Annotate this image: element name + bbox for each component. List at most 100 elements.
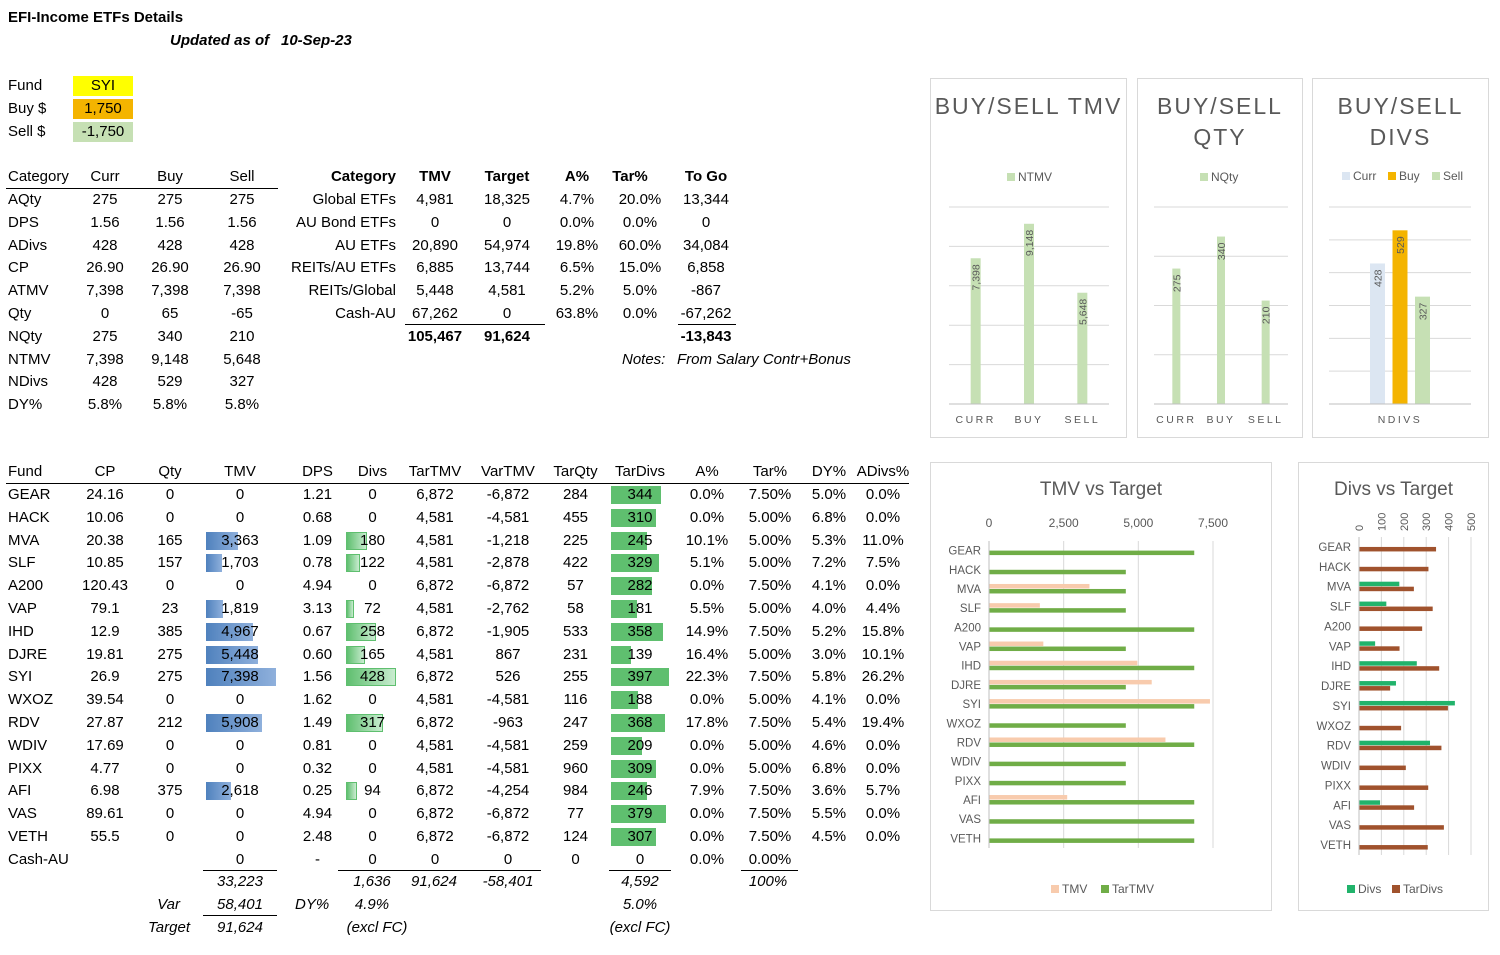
fund-cell: 5.7% [865, 782, 901, 800]
updated-label: Updated as of [170, 32, 270, 49]
fund-cell: 307 [627, 828, 653, 845]
fund-cell: 6.8% [811, 759, 847, 777]
fund-cell: 0.0% [865, 577, 901, 595]
tick-label: 100 [1376, 513, 1388, 531]
fund-cell: -1,218 [486, 531, 530, 549]
fund-cell: 0 [368, 508, 377, 526]
tmv-data-bar [206, 531, 238, 550]
fund-cell: 310 [627, 508, 653, 526]
allocation-cell: -867 [690, 282, 722, 300]
summary-row-label: Qty [8, 305, 32, 322]
summary-row-label: NDivs [8, 373, 48, 391]
fund-cell: 0.0% [865, 736, 901, 754]
allocation-row-label: REITs/Global [308, 282, 396, 300]
fund-cell: 15.8% [861, 622, 905, 640]
fund-cell: 247 [562, 714, 589, 731]
fund-cell: 0 [368, 805, 377, 823]
chart-buysell-tmv: BUY/SELL TMV NTMV CURR BUY SELL 7,398 9,148 5,… [930, 78, 1127, 438]
allocation-cell: 4.7% [559, 191, 595, 208]
fund-cell: -2,878 [486, 554, 530, 572]
fund-cell: 358 [627, 622, 653, 640]
fund-cell: 0.0% [689, 508, 725, 526]
buy-input[interactable]: 1,750 [73, 99, 133, 119]
legend-label: Curr [1353, 169, 1376, 183]
fund-cell: 0 [368, 736, 377, 754]
sell-input[interactable]: -1,750 [73, 122, 133, 142]
category-label: IHD [961, 661, 981, 673]
summary-cell: 65 [161, 305, 179, 322]
bar [989, 780, 1126, 786]
fund-cell: 4.94 [302, 805, 333, 823]
summary-cell: 5.8% [152, 396, 188, 414]
allocation-cell: 0 [502, 305, 512, 322]
fund-cell: 2,618 [221, 782, 259, 800]
fund-cell: 6,872 [416, 714, 454, 731]
legend-label: NTMV [1018, 170, 1052, 184]
bar [1359, 745, 1442, 751]
allocation-cell: 5.0% [622, 282, 658, 300]
summary-header-sell: Sell [229, 168, 255, 185]
fund-cell: 0 [503, 850, 513, 868]
category-label: VAP [959, 642, 981, 654]
fund-cell: 0.60 [302, 645, 333, 663]
data-label: 529 [1395, 236, 1407, 254]
summary-row-label: ATMV [8, 282, 49, 300]
tmv-data-bar [206, 622, 253, 641]
fund-cell: 0 [235, 508, 245, 526]
target-label: Target [148, 919, 190, 936]
category-label: DJRE [951, 680, 981, 692]
category-label: CURR [1156, 414, 1196, 426]
dy-value: 4.9% [354, 896, 390, 913]
buy-label: Buy $ [8, 100, 47, 117]
bar [1024, 223, 1034, 404]
fund-name: IHD [8, 622, 34, 640]
summary-cell: 275 [92, 191, 118, 208]
fund-cell: 4.6% [811, 736, 847, 754]
tardivs-data-bar [611, 508, 656, 527]
fund-cell: 0 [235, 805, 245, 823]
category-label: BUY [1206, 414, 1235, 426]
summary-cell: 7,398 [223, 282, 261, 300]
bar [989, 603, 1040, 608]
fund-cell: 19.81 [86, 645, 124, 663]
funds-header: TarTMV [408, 463, 462, 480]
fund-name: SYI [8, 668, 33, 686]
fund-cell: 0 [571, 850, 580, 868]
summary-cell: 26.90 [223, 259, 261, 277]
summary-row-label: NQty [8, 327, 43, 345]
fund-cell: 5.00% [748, 645, 792, 663]
fund-cell: 4.77 [90, 759, 120, 777]
fund-cell: 0 [165, 759, 175, 777]
fund-cell: 17.69 [86, 736, 124, 754]
category-label: WDIV [1321, 761, 1351, 773]
tick-label: 200 [1399, 513, 1411, 531]
fund-cell: 0 [165, 508, 175, 526]
tardivs-data-bar [611, 691, 638, 710]
category-label: BUY [1014, 414, 1043, 426]
fund-cell: 0 [165, 805, 175, 823]
fund-cell: - [315, 850, 320, 868]
summary-cell: 26.90 [86, 259, 124, 277]
divs-data-bar [346, 600, 354, 618]
fund-cell: 5.00% [748, 531, 792, 549]
bar [989, 660, 1138, 666]
divs-data-bar [346, 782, 357, 801]
fund-cell: 4.1% [811, 691, 847, 709]
fund-cell: 58 [567, 600, 584, 617]
fund-cell: 282 [627, 577, 653, 595]
tardivs-data-bar [611, 805, 666, 824]
fund-cell: 0 [235, 736, 245, 754]
fund-cell: 122 [359, 554, 386, 572]
bar [1172, 268, 1181, 404]
fund-cell: 5,908 [221, 714, 259, 731]
category-label: PIXX [955, 776, 982, 788]
summary-cell: 7,398 [86, 282, 124, 300]
fund-cell: 428 [359, 668, 386, 686]
bar [989, 800, 1195, 805]
fund-cell: 284 [562, 486, 589, 503]
fund-cell: 379 [627, 805, 653, 823]
fund-input[interactable]: SYI [73, 76, 133, 96]
fund-cell: 0 [235, 828, 245, 845]
fund-cell: 0.25 [302, 782, 333, 800]
bar [1415, 296, 1430, 404]
